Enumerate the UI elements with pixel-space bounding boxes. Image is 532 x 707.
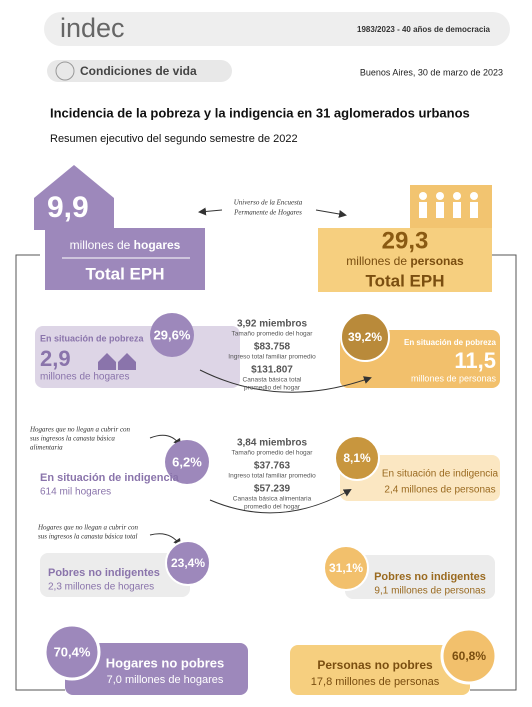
- pct-circle: [150, 313, 194, 357]
- pct: 23,4%: [171, 556, 205, 570]
- label: Hogares no pobres: [106, 655, 224, 670]
- stat-label: Ingreso total familiar promedio: [228, 473, 316, 480]
- hogares-label: Total EPH: [85, 264, 164, 283]
- pct-circle: [165, 540, 211, 586]
- label: En situación de indigencia: [40, 472, 180, 484]
- unit: millones de personas: [411, 373, 497, 383]
- tagline: 1983/2023 - 40 años de democracia: [357, 25, 491, 34]
- date: Buenos Aires, 30 de marzo de 2023: [360, 67, 503, 77]
- pct: 31,1%: [329, 561, 363, 575]
- stat-label: Canasta básica alimentaria: [233, 496, 312, 503]
- personas-label: Total EPH: [365, 271, 444, 290]
- stat-value: $37.763: [254, 461, 291, 472]
- pct: 29,6%: [154, 327, 191, 342]
- unit: 9,1 millones de personas: [374, 586, 485, 597]
- note-line: Hogares que no llegan a cubrir con: [37, 524, 139, 532]
- section: Condiciones de vida: [80, 64, 197, 78]
- unit-pre: millones de: [346, 254, 407, 268]
- pct-circle: [334, 435, 380, 481]
- pct-circle: [323, 545, 369, 591]
- hogares-box: [45, 228, 205, 290]
- value: 11,5: [454, 348, 496, 373]
- stat-label: Tamaño promedio del hogar: [232, 450, 314, 457]
- label: Pobres no indigentes: [374, 571, 486, 583]
- pct: 8,1%: [343, 451, 371, 465]
- label: En situación de indigencia: [382, 469, 499, 480]
- stat-value: 3,92 miembros: [237, 319, 307, 330]
- section-icon: [55, 61, 75, 81]
- unit-bold: hogares: [134, 238, 181, 252]
- label: Personas no pobres: [317, 658, 433, 672]
- house-icons: [98, 353, 136, 370]
- no-pobres-hogares-box: [65, 643, 248, 695]
- universe-note: Universo de la Encuesta: [234, 199, 303, 207]
- stat-value: $57.239: [254, 484, 291, 495]
- label: En situación de pobreza: [404, 338, 497, 347]
- hogares-value: 9,9: [47, 191, 89, 224]
- hogares-unit: millones de hogares: [70, 238, 181, 252]
- note-line: sus ingresos la canasta básica: [30, 435, 115, 443]
- personas-unit: millones de personas: [346, 254, 464, 268]
- subtitle: Resumen ejecutivo del segundo semestre d…: [50, 133, 298, 145]
- unit: 614 mil hogares: [40, 487, 111, 498]
- unit: 2,4 millones de personas: [384, 485, 495, 496]
- note-line: sus ingresos la canasta básica total: [38, 533, 138, 541]
- unit: 2,3 millones de hogares: [48, 582, 154, 593]
- pct: 60,8%: [452, 649, 486, 663]
- title: Incidencia de la pobreza y la indigencia…: [50, 105, 470, 120]
- no-pobres-personas-box: [290, 645, 470, 695]
- stat-value: $131.807: [251, 365, 293, 376]
- indigencia-personas-box: [340, 455, 500, 501]
- pct-circle: [440, 627, 498, 685]
- no-indigentes-personas-box: [345, 555, 495, 599]
- stat-label: Canasta básica total: [243, 377, 302, 384]
- no-indigentes-hogares-box: [40, 553, 190, 597]
- header-bar: [44, 12, 510, 46]
- pct: 6,2%: [172, 454, 202, 469]
- pct-circle: [43, 623, 101, 681]
- house-icon: [34, 165, 114, 230]
- pct-circle: [165, 440, 209, 484]
- left-frame: [15, 254, 65, 691]
- personas-box: [318, 228, 492, 292]
- unit: 7,0 millones de hogares: [107, 674, 224, 686]
- unit-pre: millones de: [70, 238, 131, 252]
- section-pill: [47, 60, 232, 82]
- unit: millones de hogares: [40, 372, 130, 383]
- value: 2,9: [40, 346, 71, 371]
- unit-bold: personas: [410, 254, 464, 268]
- label: Pobres no indigentes: [48, 567, 160, 579]
- stat-value: $83.758: [254, 342, 291, 353]
- arrow: [149, 533, 182, 547]
- pct-circle: [340, 312, 390, 362]
- arrow: [199, 369, 372, 393]
- label: En situación de pobreza: [40, 333, 145, 343]
- arrow: [198, 207, 223, 216]
- stat-value: 3,84 miembros: [237, 438, 307, 449]
- note-line: Hogares que no llegan a cubrir con: [29, 426, 131, 434]
- arrow: [315, 209, 347, 218]
- pct: 39,2%: [348, 330, 382, 344]
- universe-note: Permanente de Hogares: [233, 209, 302, 217]
- stat-label: promedio del hogar: [244, 504, 301, 511]
- stat-label: Ingreso total familiar promedio: [228, 354, 316, 361]
- logo: indec: [60, 13, 125, 43]
- pct: 70,4%: [54, 644, 91, 659]
- unit: 17,8 millones de personas: [311, 676, 440, 688]
- arrow: [209, 489, 352, 514]
- people-icon: [419, 192, 478, 218]
- personas-value: 29,3: [382, 227, 429, 254]
- stat-label: promedio del hogar: [244, 385, 301, 392]
- right-frame: [470, 254, 517, 691]
- note-line: alimentaria: [30, 444, 63, 452]
- stat-label: Tamaño promedio del hogar: [232, 331, 314, 338]
